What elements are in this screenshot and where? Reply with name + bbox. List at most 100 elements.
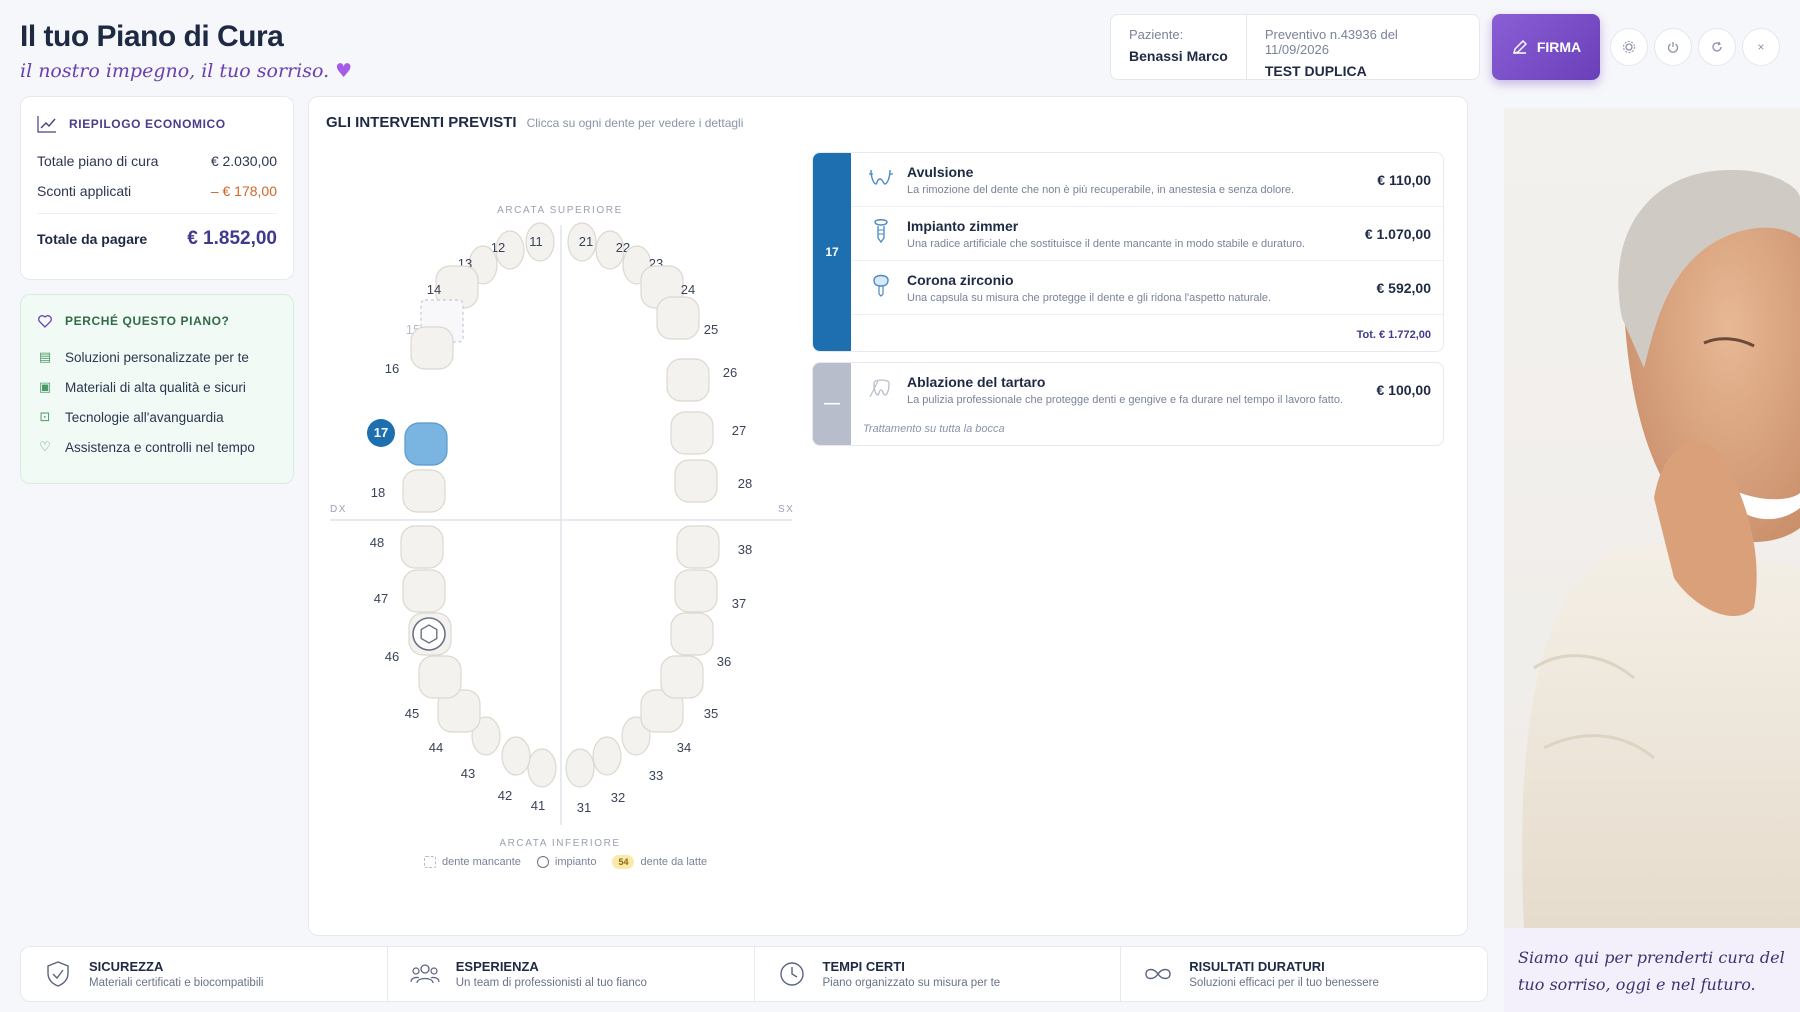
tooth-number: 12 xyxy=(491,240,505,255)
tooth-48[interactable] xyxy=(400,525,444,569)
implant-circle-icon xyxy=(536,856,549,868)
discount-label: Sconti applicati xyxy=(37,183,132,199)
tooth-number: 42 xyxy=(498,788,512,803)
treatment-text: Ablazione del tartaro La pulizia profess… xyxy=(897,374,1377,406)
heart-outline-icon xyxy=(38,315,52,328)
clipboard-icon: ▤ xyxy=(38,349,52,364)
tooth-shape xyxy=(666,358,710,402)
treatment-row[interactable]: Avulsione La rimozione del dente che non… xyxy=(851,153,1443,207)
tooth-38[interactable] xyxy=(676,525,720,569)
why-item-label: Materiali di alta qualità e sicuri xyxy=(65,379,246,395)
feature-timing: TEMPI CERTI Piano organizzato su misura … xyxy=(755,947,1122,1001)
total-plan-row: Totale piano di cura € 2.030,00 xyxy=(37,153,277,169)
tooth-32[interactable] xyxy=(592,736,622,776)
tooth-26[interactable] xyxy=(666,358,710,402)
legend-missing: dente mancante xyxy=(424,856,521,868)
tooth-shape xyxy=(656,296,700,340)
treatments-hint: Clicca su ogni dente per vedere i dettag… xyxy=(526,116,744,130)
tooth-number: 27 xyxy=(732,423,746,438)
tooth-18[interactable] xyxy=(402,469,446,513)
tooth-28[interactable] xyxy=(674,459,718,503)
tooth-17[interactable] xyxy=(404,422,448,466)
tooth-shape xyxy=(670,411,714,455)
treatment-price: € 1.070,00 xyxy=(1364,225,1431,242)
tooth-shape xyxy=(676,525,720,569)
upper-arch-label: ARCATA SUPERIORE xyxy=(497,205,623,216)
treatment-row[interactable]: Corona zirconio Una capsula su misura ch… xyxy=(851,261,1443,315)
hexagon-icon xyxy=(420,624,438,644)
treatment-text: Avulsione La rimozione del dente che non… xyxy=(897,164,1377,196)
feature-results: RISULTATI DURATURI Soluzioni efficaci pe… xyxy=(1121,947,1487,1001)
dental-chart: ARCATA SUPERIORE ARCATA INFERIORE DX SX … xyxy=(330,205,793,849)
tooth-badge: 17 xyxy=(813,153,851,351)
tooth-shape xyxy=(410,326,454,370)
treatment-name: Corona zirconio xyxy=(907,271,1014,288)
tooth-31[interactable] xyxy=(565,748,595,788)
tooth-12[interactable] xyxy=(495,230,525,270)
feature-subtitle: Materiali certificati e biocompatibili xyxy=(89,977,264,989)
treatment-row[interactable]: Ablazione del tartaro La pulizia profess… xyxy=(851,363,1443,417)
tooth-number: 47 xyxy=(374,591,388,606)
tooth-47[interactable] xyxy=(402,569,446,613)
quote-title: TEST DUPLICA xyxy=(1264,63,1367,79)
clock-icon xyxy=(777,959,807,989)
sign-button[interactable]: FIRMA xyxy=(1492,14,1600,80)
implant-icon xyxy=(865,218,897,249)
refresh-icon xyxy=(1712,41,1722,52)
treatment-group-tooth-17[interactable]: 17 Avulsione La rimozione del dente che … xyxy=(812,152,1444,352)
tooth-27[interactable] xyxy=(670,411,714,455)
tooth-25[interactable] xyxy=(656,296,700,340)
shield-icon xyxy=(43,959,73,989)
tooth-number: 35 xyxy=(704,706,718,721)
legend-implant-label: impianto xyxy=(554,856,597,868)
feature-subtitle: Piano organizzato su misura per te xyxy=(822,977,1001,989)
treatment-name: Avulsione xyxy=(907,163,974,180)
why-item: ▣ Materiali di alta qualità e sicuri xyxy=(37,379,277,395)
tooth-36[interactable] xyxy=(670,612,714,656)
patient-name: Benassi Marco xyxy=(1129,48,1228,64)
crown-icon xyxy=(865,272,897,303)
refresh-button[interactable] xyxy=(1698,28,1736,66)
feature-subtitle: Soluzioni efficaci per il tuo benessere xyxy=(1189,977,1379,989)
milk-tooth-badge: 54 xyxy=(612,855,635,869)
tooth-45[interactable] xyxy=(418,655,462,699)
treatments-title: GLI INTERVENTI PREVISTI xyxy=(326,114,517,131)
tooth-number: 46 xyxy=(385,649,399,664)
tooth-33[interactable] xyxy=(621,716,651,756)
economic-summary-header: RIEPILOGO ECONOMICO xyxy=(37,115,277,133)
tooth-37[interactable] xyxy=(674,569,718,613)
patient-card: Paziente: Benassi Marco Preventivo n.439… xyxy=(1110,14,1480,80)
tooth-35[interactable] xyxy=(660,655,704,699)
discount-row: Sconti applicati – € 178,00 xyxy=(37,183,277,199)
tooth-number: 21 xyxy=(579,234,593,249)
divider xyxy=(37,213,277,214)
page-title: Il tuo Piano di Cura xyxy=(20,20,284,53)
tooth-43[interactable] xyxy=(471,716,501,756)
treatment-row[interactable]: Impianto zimmer Una radice artificiale c… xyxy=(851,207,1443,261)
close-button[interactable]: × xyxy=(1742,28,1780,66)
tooth-11[interactable] xyxy=(525,222,555,262)
close-icon: × xyxy=(1757,40,1765,54)
treatment-description: La rimozione del dente che non è più rec… xyxy=(907,183,1295,196)
tooth-46[interactable] xyxy=(408,612,452,656)
tooth-42[interactable] xyxy=(501,736,531,776)
tooth-shape xyxy=(670,612,714,656)
tooth-16[interactable] xyxy=(410,326,454,370)
why-plan-title: PERCHÉ QUESTO PIANO? xyxy=(65,314,230,328)
tooth-21[interactable] xyxy=(567,222,597,262)
quote-text: Siamo qui per prenderti cura del tuo sor… xyxy=(1518,948,1785,994)
subtitle-text: il nostro impegno, il tuo sorriso. xyxy=(20,60,330,82)
treatment-description: La pulizia professionale che protegge de… xyxy=(907,394,1344,406)
quote-reference: Preventivo n.43936 del 11/09/2026 xyxy=(1264,27,1398,57)
settings-button[interactable] xyxy=(1610,28,1648,66)
tooth-shape xyxy=(404,422,448,466)
tooth-41[interactable] xyxy=(527,748,557,788)
treatment-group-whole-mouth[interactable]: — Ablazione del tartaro La pulizia profe… xyxy=(812,362,1444,446)
treatment-name: Impianto zimmer xyxy=(907,217,1019,234)
tooth-number: 18 xyxy=(371,485,385,500)
tooth-22[interactable] xyxy=(595,230,625,270)
feature-safety: SICUREZZA Materiali certificati e biocom… xyxy=(21,947,388,1001)
power-button[interactable] xyxy=(1654,28,1692,66)
scaling-icon xyxy=(865,377,897,404)
